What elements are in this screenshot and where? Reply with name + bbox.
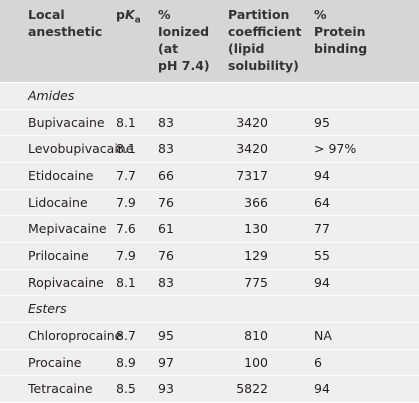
table-cell: 94	[314, 381, 330, 397]
table-cell: 83	[158, 141, 174, 157]
group-label: Amides	[28, 88, 75, 103]
table-cell: Bupivacaine	[28, 114, 105, 130]
table-cell: 8.1	[116, 274, 136, 290]
table-cell: Chloroprocaine	[28, 328, 123, 343]
table-cell: 8.9	[116, 354, 136, 370]
table-cell: Levobupivacaine	[28, 141, 134, 157]
header-text: a	[134, 15, 141, 26]
table-cell: Ropivacaine	[28, 274, 104, 290]
table-cell: 366	[244, 194, 268, 210]
table-cell: Etidocaine	[28, 168, 94, 183]
table-cell: 3420	[236, 141, 268, 157]
header-text: K	[124, 7, 135, 22]
header-text: p	[116, 7, 125, 22]
group-label: Esters	[28, 301, 67, 317]
header-line: (lipid	[228, 41, 265, 56]
table-cell: 775	[244, 274, 268, 290]
group-row: Esters	[0, 295, 419, 322]
table-cell: 100	[244, 354, 268, 370]
table-cell: 7.6	[116, 221, 136, 237]
table-cell: 93	[158, 381, 174, 397]
header-cell: Partition coefficient (lipid solubility)	[228, 6, 301, 74]
table-cell: 8.5	[116, 381, 136, 397]
header-line: (at	[158, 41, 179, 56]
table-cell: > 97%	[314, 141, 357, 157]
table-cell: 7.9	[116, 194, 136, 210]
header-row: Local anesthetic pKa% Ionized (at pH 7.4) Part…	[0, 0, 419, 82]
table-cell: 6	[314, 354, 322, 370]
table-cell: 83	[158, 114, 174, 130]
table-row: Ropivacaine 8.1 83 775 94	[0, 268, 419, 296]
header-line: %	[158, 7, 171, 22]
header-line: Protein	[314, 24, 366, 39]
table-cell: 7.9	[116, 248, 136, 263]
table-cell: 97	[158, 354, 174, 370]
table-cell: 66	[158, 168, 174, 183]
table-cell: 5822	[236, 381, 268, 397]
table-cell: Tetracaine	[28, 381, 93, 397]
table-row: Levobupivacaine 8.1 83 3420 > 97%	[0, 135, 419, 162]
header-line: pH 7.4)	[158, 58, 210, 73]
header-line: Ionized	[158, 24, 210, 39]
header-line: solubility)	[228, 58, 299, 73]
table-cell: 64	[314, 194, 330, 210]
table-cell: NA	[314, 328, 332, 343]
table-cell: 83	[158, 274, 174, 290]
table-cell: 55	[314, 248, 330, 263]
table-cell: 8.7	[116, 328, 136, 343]
table-cell: 61	[158, 221, 174, 237]
table-cell: 77	[314, 221, 330, 237]
header-line: Local	[28, 7, 65, 22]
table-cell: 94	[314, 168, 330, 183]
table-cell: 94	[314, 274, 330, 290]
table-row: Bupivacaine 8.1 83 3420 95	[0, 108, 419, 136]
table-row: Mepivacaine 7.6 61 130 77	[0, 215, 419, 242]
header-cell: % Protein binding	[314, 6, 367, 57]
table-cell: 8.1	[116, 141, 136, 157]
table-cell: 129	[244, 248, 268, 263]
header-line: pKa	[116, 6, 141, 30]
table-row: Etidocaine 7.7 66 7317 94	[0, 162, 419, 189]
table-cell: Prilocaine	[28, 248, 89, 263]
header-cell: Local anesthetic	[28, 6, 102, 40]
header-line: anesthetic	[28, 24, 103, 39]
table-row: Chloroprocaine 8.7 95 810 NA	[0, 322, 419, 349]
table-row: Prilocaine 7.9 76 129 55	[0, 242, 419, 269]
table-cell: Lidocaine	[28, 194, 88, 210]
table-cell: 76	[158, 248, 174, 263]
table-cell: 810	[244, 328, 268, 343]
table-cell: 130	[244, 221, 268, 237]
table-row: Lidocaine 7.9 76 366 64	[0, 188, 419, 216]
table-cell: Mepivacaine	[28, 221, 107, 237]
header-line: Partition	[228, 7, 290, 22]
table-row: Tetracaine 8.5 93 5822 94	[0, 375, 419, 402]
table-row: Procaine 8.9 97 100 6	[0, 348, 419, 376]
table-cell: 7317	[236, 168, 268, 183]
table-cell: 76	[158, 194, 174, 210]
table-cell: 95	[314, 114, 330, 130]
header-line: coefficient	[228, 24, 302, 39]
header-line: %	[314, 7, 327, 22]
table-cell: Procaine	[28, 354, 82, 370]
header-cell: pKa	[116, 6, 141, 30]
table-cell: 3420	[236, 114, 268, 130]
header-line: binding	[314, 41, 368, 56]
group-row: Amides	[0, 82, 419, 109]
table-cell: 95	[158, 328, 174, 343]
table-cell: 7.7	[116, 168, 136, 183]
header-cell: % Ionized (at pH 7.4)	[158, 6, 210, 74]
table-cell: 8.1	[116, 114, 136, 130]
